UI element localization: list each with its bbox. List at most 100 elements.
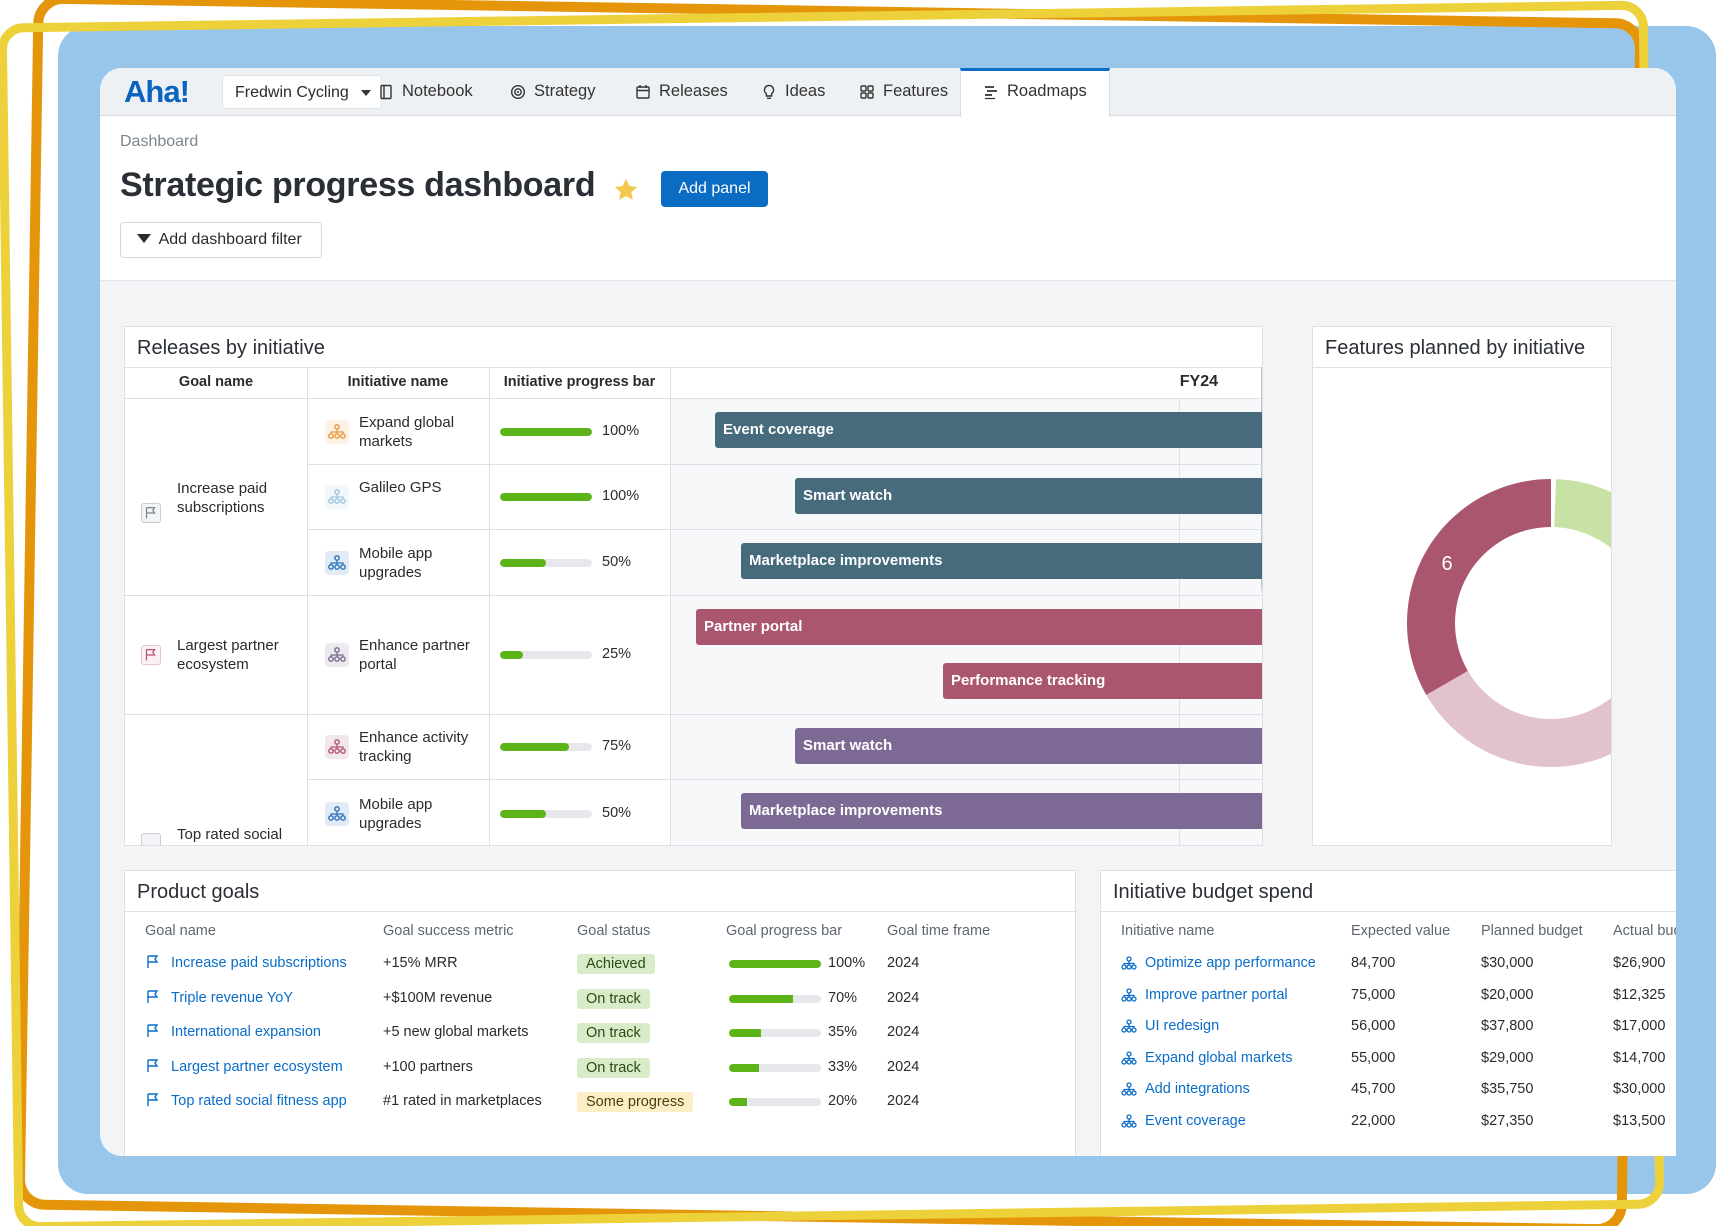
release-bar[interactable]: Performance tracking [943, 663, 1262, 699]
expected-value: 56,000 [1351, 1018, 1396, 1035]
workspace-name: Fredwin Cycling [235, 84, 349, 101]
goal-metric: +5 new global markets [383, 1024, 529, 1040]
add-panel-button[interactable]: Add panel [661, 171, 768, 207]
flag-icon [145, 506, 156, 519]
donut-slice[interactable] [1554, 479, 1612, 600]
flag-icon [147, 1024, 159, 1037]
release-bar[interactable]: Event coverage [715, 412, 1262, 448]
goal-progress-percent: 33% [828, 1058, 858, 1075]
goal-name-link[interactable]: Triple revenue YoY [171, 989, 293, 1006]
expected-value: 55,000 [1351, 1049, 1396, 1066]
initiative-icon [1121, 956, 1137, 970]
progress-fill [729, 1098, 748, 1106]
initiative-name[interactable]: Galileo GPS [359, 479, 442, 496]
initiative-name[interactable]: Enhance activity tracking [359, 729, 469, 765]
goal-flag-icon [141, 503, 161, 523]
planned-budget: $37,800 [1481, 1018, 1534, 1035]
roadmap-icon [985, 86, 997, 100]
goal-time-frame: 2024 [887, 1058, 920, 1075]
goal-name-link[interactable]: Largest partner ecosystem [171, 1058, 343, 1075]
release-bar[interactable]: Marketplace improvements [741, 793, 1262, 829]
goal-progress-bar [729, 1063, 821, 1072]
aha-logo[interactable]: Aha! [124, 74, 190, 109]
breadcrumb[interactable]: Dashboard [120, 133, 199, 150]
nav-item-releases[interactable]: Releases [635, 68, 728, 116]
progress-fill [729, 994, 794, 1003]
nav-item-strategy[interactable]: Strategy [510, 68, 595, 116]
progress-fill [729, 960, 821, 968]
initiative-icon-box [325, 419, 349, 444]
status-badge: On track [577, 988, 650, 1009]
goal-progress-bar [729, 960, 821, 968]
star-icon[interactable] [612, 176, 640, 204]
release-bar[interactable]: Smart watch [795, 728, 1262, 764]
initiative-icon [325, 801, 349, 826]
initiative-icon [325, 485, 349, 509]
initiative-name[interactable]: Mobile app upgrades [359, 544, 433, 581]
progress-fill [729, 1029, 762, 1037]
initiative-progress-bar [500, 743, 592, 751]
initiative-name-link[interactable]: Event coverage [1145, 1113, 1246, 1129]
initiative-name[interactable]: Mobile app upgrades [359, 795, 433, 832]
actual-budget: $14,700 [1613, 1049, 1666, 1066]
row-divider [307, 779, 1262, 780]
initiative-icon-box [325, 550, 349, 575]
release-bar[interactable]: Marketplace improvements [741, 543, 1262, 579]
expected-value: 45,700 [1351, 1081, 1396, 1098]
flag-icon [147, 1093, 159, 1106]
divider [670, 367, 671, 845]
initiative-progress-bar [500, 493, 592, 501]
nav-item-roadmaps[interactable]: Roadmaps [960, 68, 1110, 117]
nav-item-ideas[interactable]: Ideas [761, 68, 825, 116]
goal-name-link[interactable]: Top rated social fitness app [171, 1093, 347, 1109]
planned-budget: $27,350 [1481, 1113, 1534, 1129]
goal-metric: +$100M revenue [383, 989, 493, 1006]
release-bar[interactable]: Partner portal [696, 609, 1262, 645]
add-dashboard-filter-button[interactable]: Add dashboard filter [120, 222, 322, 258]
panel-title: Releases by initiative [137, 337, 325, 359]
divider [125, 367, 1262, 368]
progress-fill [500, 558, 546, 567]
planned-budget: $20,000 [1481, 986, 1534, 1003]
initiative-progress-bar [500, 427, 592, 436]
nav-item-notebook[interactable]: Notebook [378, 68, 473, 116]
release-bar[interactable]: Smart watch [795, 478, 1262, 514]
divider [307, 367, 308, 845]
nav-item-features[interactable]: Features [859, 68, 948, 116]
row-divider [125, 714, 1262, 715]
donut-slice[interactable] [1426, 659, 1612, 767]
progress-fill [500, 427, 592, 436]
workspace-selector[interactable]: Fredwin Cycling [222, 75, 382, 109]
goal-flag-icon [141, 645, 161, 665]
goal-name-link[interactable]: International expansion [171, 1024, 321, 1040]
donut-slice[interactable] [1407, 479, 1551, 695]
status-badge: Achieved [577, 954, 655, 974]
goal-name-link[interactable]: Increase paid subscriptions [171, 955, 347, 971]
filter-icon [137, 234, 151, 243]
filter-button-label: Add dashboard filter [158, 231, 302, 248]
status-badge: On track [577, 1023, 650, 1043]
calendar-icon [636, 85, 650, 99]
features-planned-panel: Features planned by initiative 56 [1312, 326, 1612, 846]
initiative-name-link[interactable]: Add integrations [1145, 1081, 1250, 1098]
initiative-name-link[interactable]: UI redesign [1145, 1018, 1220, 1035]
nav-label-strategy: Strategy [534, 82, 596, 100]
initiative-name-link[interactable]: Optimize app performance [1145, 955, 1316, 971]
actual-budget: $26,900 [1613, 955, 1666, 971]
initiative-icon [325, 550, 349, 575]
goal-progress-percent: 20% [828, 1093, 858, 1109]
column-header: Planned budget [1481, 923, 1583, 939]
actual-budget: $12,325 [1613, 986, 1666, 1003]
initiative-name-link[interactable]: Expand global markets [1145, 1049, 1293, 1066]
initiative-name[interactable]: Expand global markets [359, 413, 455, 450]
initiative-name-link[interactable]: Improve partner portal [1145, 986, 1288, 1003]
initiative-name[interactable]: Enhance partner portal [359, 637, 470, 673]
divider [125, 911, 1077, 912]
panel-title: Product goals [137, 881, 260, 903]
column-header: Goal name [145, 923, 216, 939]
nav-label-roadmaps: Roadmaps [1007, 82, 1087, 100]
panel-title: Features planned by initiative [1325, 337, 1586, 359]
initiative-budget-panel: Initiative budget spend Initiative name … [1100, 870, 1676, 1156]
initiative-progress-bar [500, 651, 592, 659]
product-goals-panel: Product goals Goal name Goal success met… [124, 870, 1077, 1156]
